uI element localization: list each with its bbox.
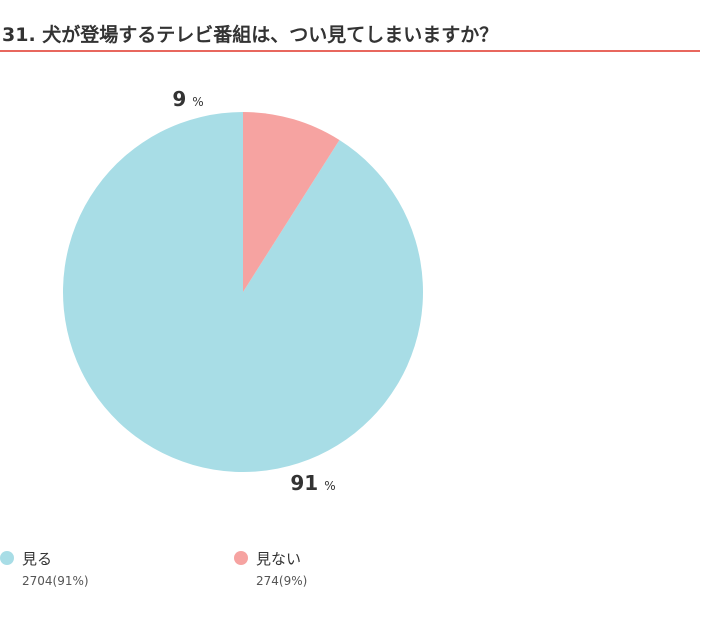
legend-value-miru: 2704(91%) [22,574,89,588]
legend-swatch-minai [234,551,248,565]
pie-slice-miru [63,112,424,472]
pie-label-minai: 9% [172,87,203,111]
pie-slice-minai [243,112,340,292]
pie-chart: 91 % 9% [63,87,424,495]
question-header: 31. 犬が登場するテレビ番組は、つい見てしまいますか？ [0,0,700,52]
legend-value-minai: 274(9%) [256,574,308,588]
page-title: 31. 犬が登場するテレビ番組は、つい見てしまいますか？ [2,24,499,46]
legend-swatch-miru [0,551,14,565]
legend-label-miru: 見る [22,550,53,568]
legend-label-minai: 見ない [256,550,302,568]
pie-label-miru: 91% [290,471,335,495]
